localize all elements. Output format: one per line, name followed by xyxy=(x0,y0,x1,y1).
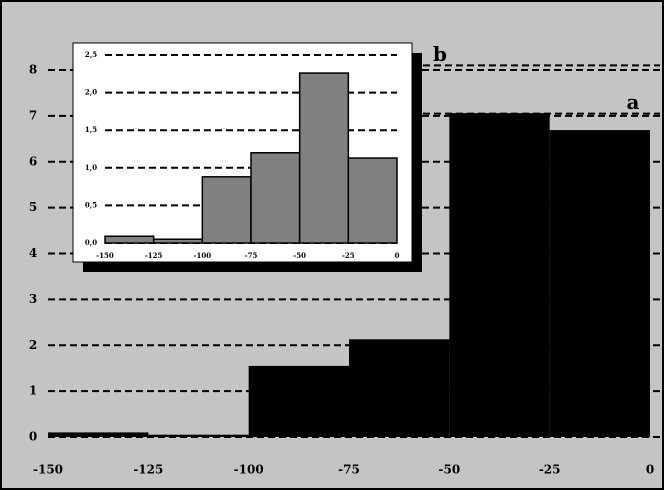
main-chart: 0 1 2 3 4 5 6 7 8 -150 -125 -100 -75 -50 -25 0 a b xyxy=(29,42,660,477)
y-tick-label: 6 xyxy=(29,154,37,168)
y-tick-label: 4 xyxy=(29,246,37,260)
x-tick-label: 0 xyxy=(395,251,400,260)
annotation: a xyxy=(627,90,640,114)
bar xyxy=(248,365,349,437)
bar xyxy=(349,339,450,437)
bar xyxy=(347,157,398,244)
x-tick-label: -150 xyxy=(96,251,114,260)
bar xyxy=(201,176,252,244)
y-tick-label: 0 xyxy=(29,430,37,444)
bar xyxy=(148,434,249,437)
annotation: b xyxy=(433,42,447,66)
x-tick-label: 0 xyxy=(646,463,654,477)
x-tick-label: -125 xyxy=(133,463,163,477)
x-tick-label: -50 xyxy=(438,463,460,477)
y-tick-label: 7 xyxy=(29,108,37,122)
y-tick-label: 0,5 xyxy=(85,200,97,209)
y-tick-label: 3 xyxy=(29,292,37,306)
x-tick-label: -50 xyxy=(293,251,306,260)
x-tick-label: -75 xyxy=(338,463,360,477)
bar xyxy=(250,152,301,244)
bar xyxy=(48,432,149,437)
y-tick-label: 2 xyxy=(29,338,37,352)
inset-chart: 0,0 0,5 1,0 1,5 2,0 2,5 -150 -125 -100 -75 -50 -25 0 xyxy=(85,50,400,260)
y-tick-label: 0,0 xyxy=(85,238,97,247)
bar xyxy=(104,235,155,244)
y-tick-label: 1 xyxy=(29,384,37,398)
bar xyxy=(549,130,650,437)
y-tick-label: 1,0 xyxy=(85,163,97,172)
y-tick-label: 2,5 xyxy=(85,50,97,59)
y-tick-label: 2,0 xyxy=(85,88,97,97)
y-tick-label: 5 xyxy=(29,200,37,214)
bar xyxy=(298,72,350,244)
y-tick-label: 1,5 xyxy=(85,125,97,134)
bar xyxy=(152,238,204,244)
x-tick-label: -125 xyxy=(145,251,163,260)
x-tick-label: -75 xyxy=(245,251,258,260)
x-tick-label: -25 xyxy=(342,251,355,260)
x-tick-label: -150 xyxy=(33,463,63,477)
x-tick-label: -100 xyxy=(234,463,264,477)
x-tick-label: -100 xyxy=(194,251,212,260)
x-tick-label: -25 xyxy=(539,463,561,477)
y-tick-label: 8 xyxy=(29,63,37,77)
bar xyxy=(449,113,550,437)
